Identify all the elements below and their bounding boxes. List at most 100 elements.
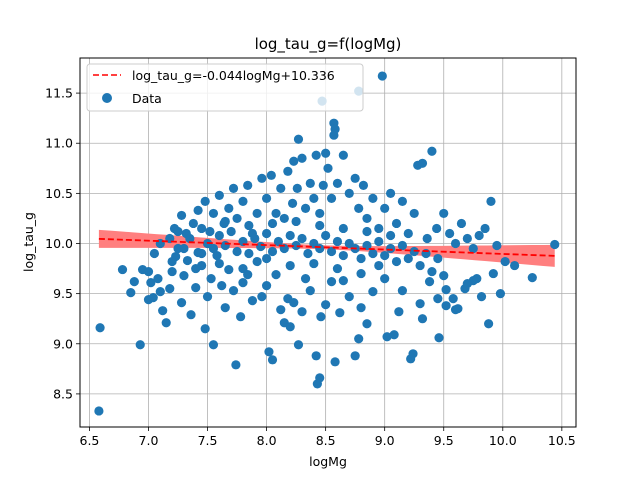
legend-data-label: Data xyxy=(132,91,162,106)
data-point xyxy=(179,243,189,254)
x-tick-label: 10.5 xyxy=(548,433,576,448)
data-point xyxy=(362,319,372,329)
data-point xyxy=(344,188,354,198)
data-point xyxy=(527,273,537,283)
x-tick-label: 10.0 xyxy=(489,433,517,448)
data-point xyxy=(380,250,390,261)
data-point xyxy=(441,285,451,295)
legend: log_tau_g=-0.044logMg+10.336 Data xyxy=(86,63,364,112)
data-point xyxy=(267,218,278,229)
data-point xyxy=(261,193,272,203)
data-point xyxy=(480,223,490,234)
x-tick-label: 6.5 xyxy=(80,433,100,448)
data-point xyxy=(434,333,444,343)
data-point xyxy=(266,170,276,180)
data-point xyxy=(200,324,210,334)
data-point xyxy=(236,312,246,322)
y-axis-ticks: 8.5 9.0 9.5 10.0 10.5 11.0 11.5 xyxy=(45,86,80,401)
data-point xyxy=(289,298,299,308)
data-point xyxy=(297,153,307,163)
data-point xyxy=(492,240,502,251)
data-point xyxy=(403,228,413,239)
data-point xyxy=(261,281,272,291)
data-point xyxy=(231,360,241,370)
data-point xyxy=(362,240,372,251)
data-point xyxy=(462,233,472,244)
data-point xyxy=(252,256,262,267)
data-point xyxy=(427,266,437,277)
data-point xyxy=(285,230,295,241)
data-point xyxy=(165,284,175,294)
legend-data-swatch xyxy=(102,93,112,103)
data-point xyxy=(94,406,104,416)
data-point xyxy=(167,256,177,267)
data-point xyxy=(149,248,159,259)
fit-line-layer xyxy=(98,237,555,257)
data-point xyxy=(212,250,222,261)
data-point xyxy=(374,236,384,247)
data-point xyxy=(468,243,478,254)
data-point xyxy=(448,294,458,304)
data-point xyxy=(385,188,396,198)
data-point xyxy=(453,304,463,314)
data-point xyxy=(244,248,254,259)
x-tick-label: 7.5 xyxy=(198,433,218,448)
data-point xyxy=(380,274,390,284)
data-point xyxy=(323,163,333,173)
data-point xyxy=(214,190,224,200)
data-point xyxy=(424,277,435,287)
grid-lines xyxy=(80,58,576,427)
data-point xyxy=(391,256,402,267)
data-point xyxy=(292,183,302,193)
data-point xyxy=(432,223,442,234)
data-point xyxy=(238,196,248,206)
data-point xyxy=(344,292,354,302)
data-point xyxy=(354,334,364,344)
data-point xyxy=(408,349,418,359)
data-point xyxy=(332,236,343,247)
data-point xyxy=(303,248,313,259)
data-point xyxy=(462,279,472,289)
data-point xyxy=(247,296,258,306)
data-point xyxy=(391,218,402,229)
data-point xyxy=(191,263,201,274)
data-point xyxy=(484,319,494,329)
data-point xyxy=(287,198,298,208)
data-point xyxy=(238,278,248,288)
data-point xyxy=(318,180,328,190)
data-point xyxy=(356,268,366,279)
data-point xyxy=(271,208,281,219)
data-point xyxy=(300,274,311,284)
data-point xyxy=(197,248,207,259)
data-point xyxy=(293,134,304,144)
data-point xyxy=(476,292,487,302)
legend-box xyxy=(86,63,364,112)
data-point xyxy=(358,180,369,190)
x-axis-label: logMg xyxy=(309,454,347,469)
data-point xyxy=(350,351,360,361)
data-point xyxy=(220,216,230,227)
data-point xyxy=(188,218,198,229)
data-point xyxy=(422,233,432,244)
data-point xyxy=(427,146,437,156)
data-point xyxy=(315,243,325,254)
data-point xyxy=(368,248,378,259)
y-tick-label: 9.0 xyxy=(53,336,73,351)
data-point xyxy=(326,193,337,203)
data-point xyxy=(368,193,378,203)
data-point xyxy=(321,300,331,310)
data-point xyxy=(385,243,396,254)
data-point xyxy=(261,228,272,239)
data-point xyxy=(397,240,407,251)
y-tick-label: 11.0 xyxy=(45,136,73,151)
data-point xyxy=(500,256,510,267)
data-point xyxy=(214,258,224,269)
data-point xyxy=(232,213,242,224)
data-point xyxy=(338,150,348,160)
data-point xyxy=(374,223,384,234)
data-point xyxy=(305,178,315,188)
data-point xyxy=(315,220,325,231)
data-point xyxy=(271,269,281,280)
data-point xyxy=(257,173,267,183)
data-point xyxy=(243,180,253,190)
